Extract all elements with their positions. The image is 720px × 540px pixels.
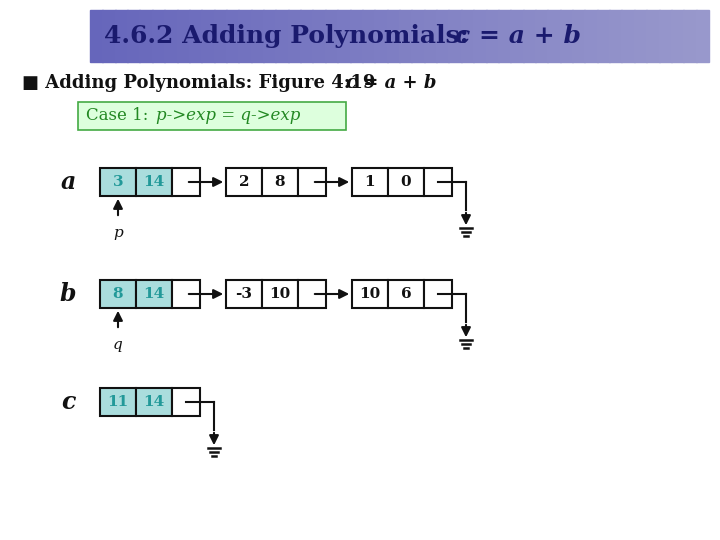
Text: b: b [60,282,76,306]
Bar [251,10,264,62]
Bar [449,10,462,62]
Bar [263,10,276,62]
Bar [136,388,172,416]
Bar [152,10,165,62]
Bar [288,10,301,62]
Bar [659,10,672,62]
Bar [202,10,215,62]
Bar [275,10,289,62]
Bar [102,10,116,62]
Bar [510,10,523,62]
Bar [585,10,598,62]
Bar [572,10,585,62]
Text: 0: 0 [401,175,411,189]
Bar [350,10,363,62]
Text: c = a + b: c = a + b [346,74,436,92]
Bar [176,10,190,62]
Bar [226,168,262,196]
Text: 6: 6 [401,287,411,301]
Text: p->exp = q->exp: p->exp = q->exp [156,107,300,125]
Bar [140,10,153,62]
Bar [424,168,452,196]
Bar [164,10,178,62]
Bar [100,168,136,196]
Bar [461,10,474,62]
Bar [78,102,346,130]
Text: 11: 11 [107,395,129,409]
Text: 4.6.2 Adding Polynomials:: 4.6.2 Adding Polynomials: [104,24,477,48]
Bar [424,280,452,308]
Text: c: c [60,390,75,414]
Text: -3: -3 [235,287,253,301]
Bar [172,168,200,196]
Bar [683,10,697,62]
Text: Case 1:: Case 1: [86,107,159,125]
Text: 14: 14 [143,287,165,301]
Text: 8: 8 [113,287,123,301]
Bar [238,10,252,62]
Bar [100,388,136,416]
Bar [388,168,424,196]
Bar [388,280,424,308]
Text: 14: 14 [143,175,165,189]
Text: ■ Adding Polynomials: Figure 4:19: ■ Adding Polynomials: Figure 4:19 [22,74,382,92]
Bar [262,168,298,196]
Bar [399,10,413,62]
Bar [226,10,239,62]
Bar [214,10,227,62]
Text: 14: 14 [143,395,165,409]
Bar [100,280,136,308]
Bar [559,10,573,62]
Bar [300,10,313,62]
Bar [473,10,487,62]
Text: c = a + b: c = a + b [455,24,581,48]
Bar [423,10,437,62]
Bar [298,280,326,308]
Bar [671,10,684,62]
Text: 2: 2 [239,175,249,189]
Text: 1: 1 [365,175,375,189]
Bar [352,168,388,196]
Text: p: p [113,226,123,240]
Bar [621,10,635,62]
Bar [136,168,172,196]
Bar [114,10,128,62]
Bar [352,280,388,308]
Bar [411,10,425,62]
Bar [436,10,449,62]
Bar [485,10,499,62]
Bar [535,10,549,62]
Text: 10: 10 [269,287,291,301]
Bar [262,280,298,308]
Bar [136,280,172,308]
Bar [325,10,338,62]
Bar [696,10,709,62]
Bar [172,388,200,416]
Bar [374,10,387,62]
Bar [609,10,623,62]
Bar [298,168,326,196]
Bar [189,10,202,62]
Bar [523,10,536,62]
Bar [337,10,351,62]
Text: q: q [113,338,123,352]
Bar [226,280,262,308]
Bar [597,10,610,62]
Bar [362,10,375,62]
Text: a: a [60,170,76,194]
Bar [647,10,660,62]
Bar [634,10,647,62]
Bar [387,10,400,62]
Bar [498,10,511,62]
Bar [312,10,326,62]
Bar [172,280,200,308]
Text: 8: 8 [275,175,285,189]
Bar [547,10,561,62]
Text: 3: 3 [113,175,123,189]
Bar [90,10,104,62]
Text: 10: 10 [359,287,381,301]
Bar [127,10,140,62]
